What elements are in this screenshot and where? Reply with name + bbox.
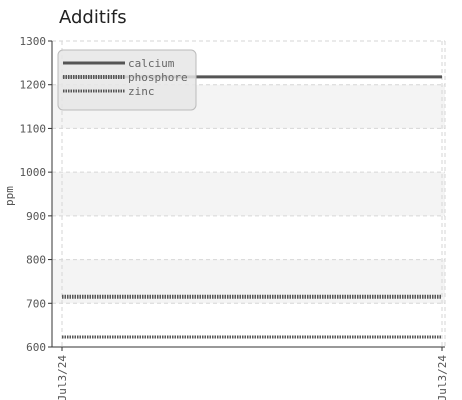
y-axis-label: ppm [3,186,16,206]
x-tick-labels: Jul3/24 Jul3/24 [56,355,449,400]
grid-band [52,172,445,216]
y-tick-label: 700 [26,297,46,310]
legend-label-zinc: zinc [128,85,155,98]
x-tick-label: Jul3/24 [56,355,69,400]
legend-label-phosphore: phosphore [128,71,188,84]
legend-label-calcium: calcium [128,57,175,70]
y-tick-label: 1100 [20,122,47,135]
y-tick-label: 900 [26,210,46,223]
legend-box [57,49,197,111]
y-tick-labels: 600 700 800 900 1000 1100 1200 1300 [20,35,47,354]
background-bands [52,84,445,304]
chart-title: Additifs [59,7,127,28]
y-tick-label: 1000 [20,166,47,179]
y-tick-label: 800 [26,254,46,267]
axes [48,40,445,351]
y-tick-label: 600 [26,341,46,354]
x-tick-label: Jul3/24 [436,355,449,400]
y-tick-label: 1300 [20,35,47,48]
y-tick-label: 1200 [20,79,47,92]
